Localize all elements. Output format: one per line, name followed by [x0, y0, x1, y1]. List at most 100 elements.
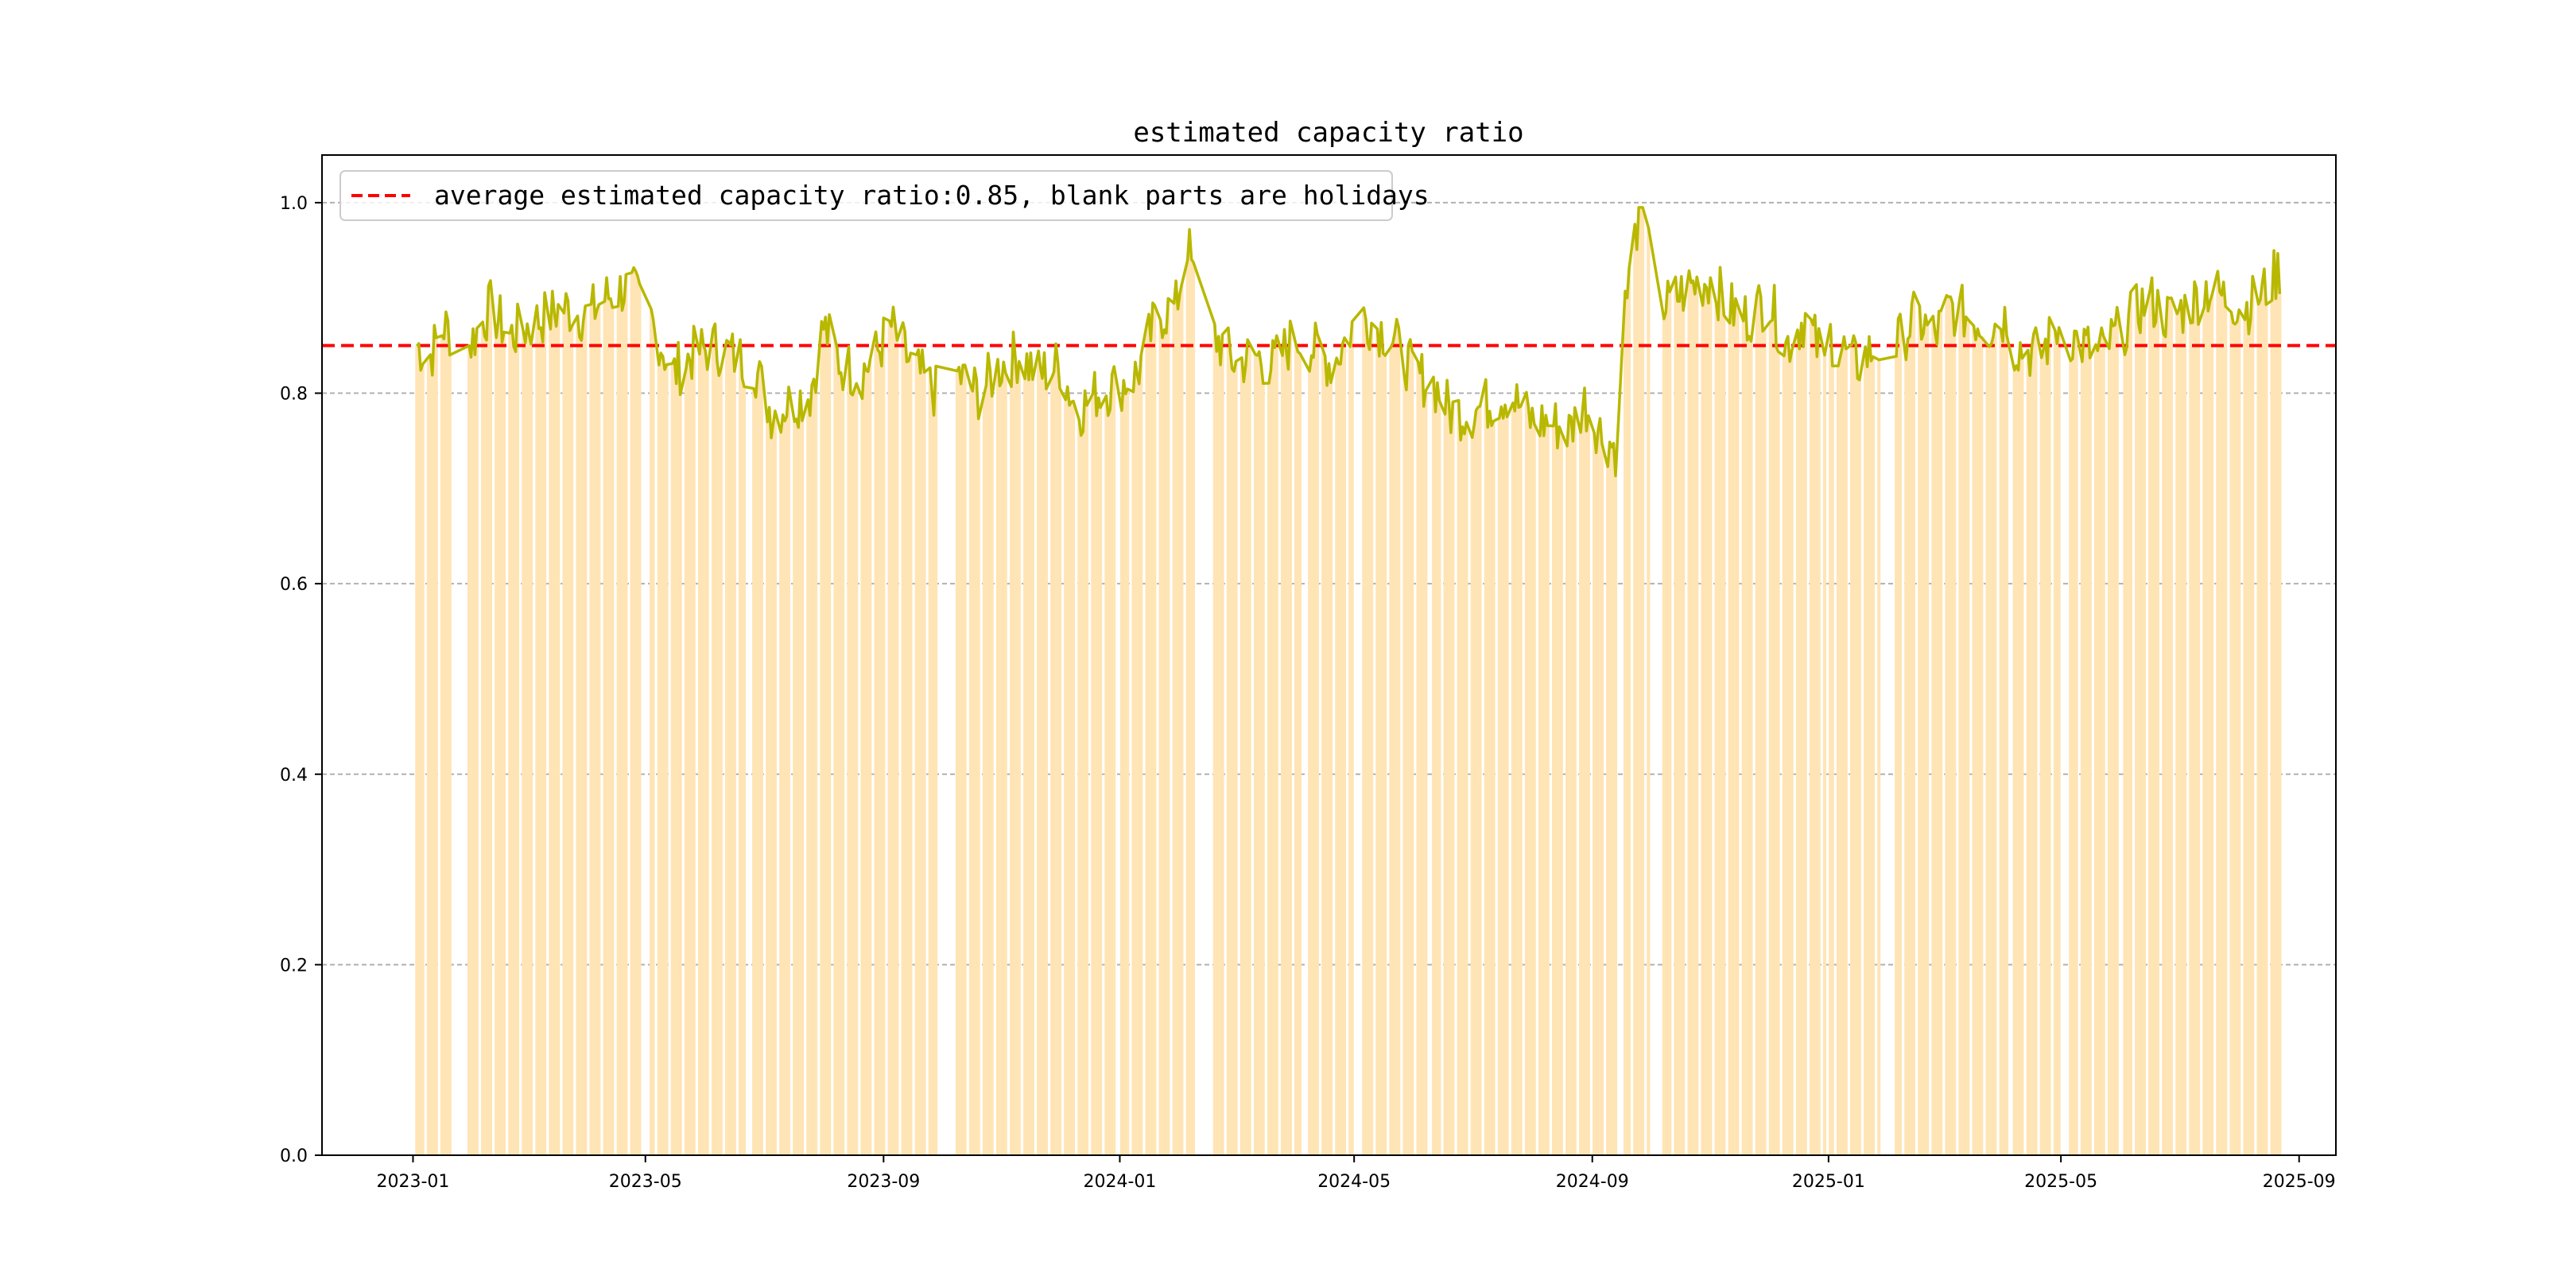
bar: [434, 337, 438, 1156]
bar: [1503, 405, 1507, 1155]
bar: [1844, 348, 1848, 1155]
bar: [508, 333, 512, 1156]
bar: [564, 293, 568, 1155]
x-tick-label: 2023-05: [609, 1172, 682, 1192]
bar: [1342, 337, 1347, 1156]
bar: [417, 343, 421, 1155]
bar: [1594, 452, 1598, 1155]
bar: [1728, 323, 1732, 1156]
bar: [797, 427, 801, 1155]
bar: [1989, 344, 1993, 1156]
bar: [1416, 361, 1420, 1155]
bar: [1099, 407, 1103, 1155]
bar: [988, 370, 992, 1155]
bar: [1273, 347, 1277, 1156]
bar: [1348, 346, 1352, 1155]
bar: [825, 343, 829, 1155]
bar: [1038, 367, 1042, 1156]
bar: [1267, 382, 1271, 1155]
y-tick-label: 0.8: [280, 385, 308, 405]
bar: [1949, 297, 1953, 1155]
bar: [1802, 347, 1806, 1155]
bar: [2148, 290, 2152, 1156]
bar: [1865, 367, 1869, 1155]
bar: [1176, 308, 1180, 1155]
bar: [1313, 323, 1317, 1156]
bar: [1230, 369, 1234, 1156]
bar: [1542, 436, 1546, 1155]
bar: [1722, 315, 1726, 1155]
bar: [1606, 466, 1610, 1155]
bar: [2093, 344, 2098, 1155]
bar: [1898, 314, 1903, 1155]
bar: [1627, 269, 1631, 1155]
bar: [1298, 353, 1302, 1155]
bar: [433, 325, 436, 1155]
bar: [1220, 334, 1224, 1155]
bar: [2124, 347, 2129, 1155]
bar: [1701, 305, 1705, 1155]
bar: [686, 354, 690, 1155]
bar: [785, 416, 789, 1155]
bar: [2084, 335, 2088, 1155]
bar: [1784, 341, 1788, 1155]
bar: [2197, 324, 2201, 1155]
bar: [1065, 386, 1069, 1156]
bar: [1054, 343, 1058, 1155]
bar: [928, 367, 932, 1155]
bar: [837, 373, 841, 1155]
bar: [1980, 337, 1984, 1155]
bar: [1139, 355, 1143, 1156]
bar: [1714, 303, 1718, 1156]
bar: [1234, 361, 1238, 1156]
bar: [930, 392, 934, 1155]
bar: [1706, 303, 1710, 1155]
bar: [771, 424, 775, 1155]
bar: [1311, 357, 1316, 1155]
bar: [690, 378, 694, 1155]
bar: [1212, 324, 1216, 1155]
bar: [1838, 357, 1842, 1155]
bar: [1596, 430, 1600, 1155]
bar: [2221, 281, 2225, 1156]
bar: [724, 340, 729, 1155]
bar: [638, 283, 642, 1156]
bar: [487, 285, 491, 1155]
bar: [783, 421, 787, 1155]
bar: [2046, 363, 2050, 1156]
bar: [500, 342, 504, 1156]
bar: [1759, 296, 1763, 1155]
bar: [1585, 431, 1589, 1155]
bar: [1675, 301, 1679, 1156]
bar: [1809, 319, 1814, 1156]
bar: [2031, 333, 2036, 1155]
bar: [663, 369, 667, 1156]
bar: [1296, 351, 1300, 1155]
x-tick-label: 2023-01: [377, 1172, 450, 1192]
bar: [1435, 382, 1439, 1155]
bar: [1402, 377, 1406, 1156]
bar: [2073, 331, 2077, 1156]
bar: [1410, 351, 1414, 1155]
bar: [1350, 321, 1354, 1155]
bar: [1966, 319, 1970, 1156]
bar: [1747, 336, 1752, 1155]
bar: [446, 320, 450, 1156]
bar: [1757, 285, 1761, 1155]
bar: [1362, 308, 1366, 1155]
bar: [1106, 415, 1110, 1155]
bar: [755, 373, 760, 1155]
bar: [1286, 369, 1290, 1155]
bar: [2248, 319, 2252, 1155]
bar: [473, 355, 477, 1155]
bar: [1025, 353, 1029, 1155]
bar: [514, 351, 518, 1155]
bar: [2260, 283, 2264, 1155]
bar: [1993, 324, 1997, 1155]
bar: [793, 421, 797, 1155]
bar: [2100, 328, 2104, 1155]
bar: [1544, 415, 1548, 1155]
bar: [674, 383, 678, 1155]
bar: [2074, 331, 2078, 1156]
